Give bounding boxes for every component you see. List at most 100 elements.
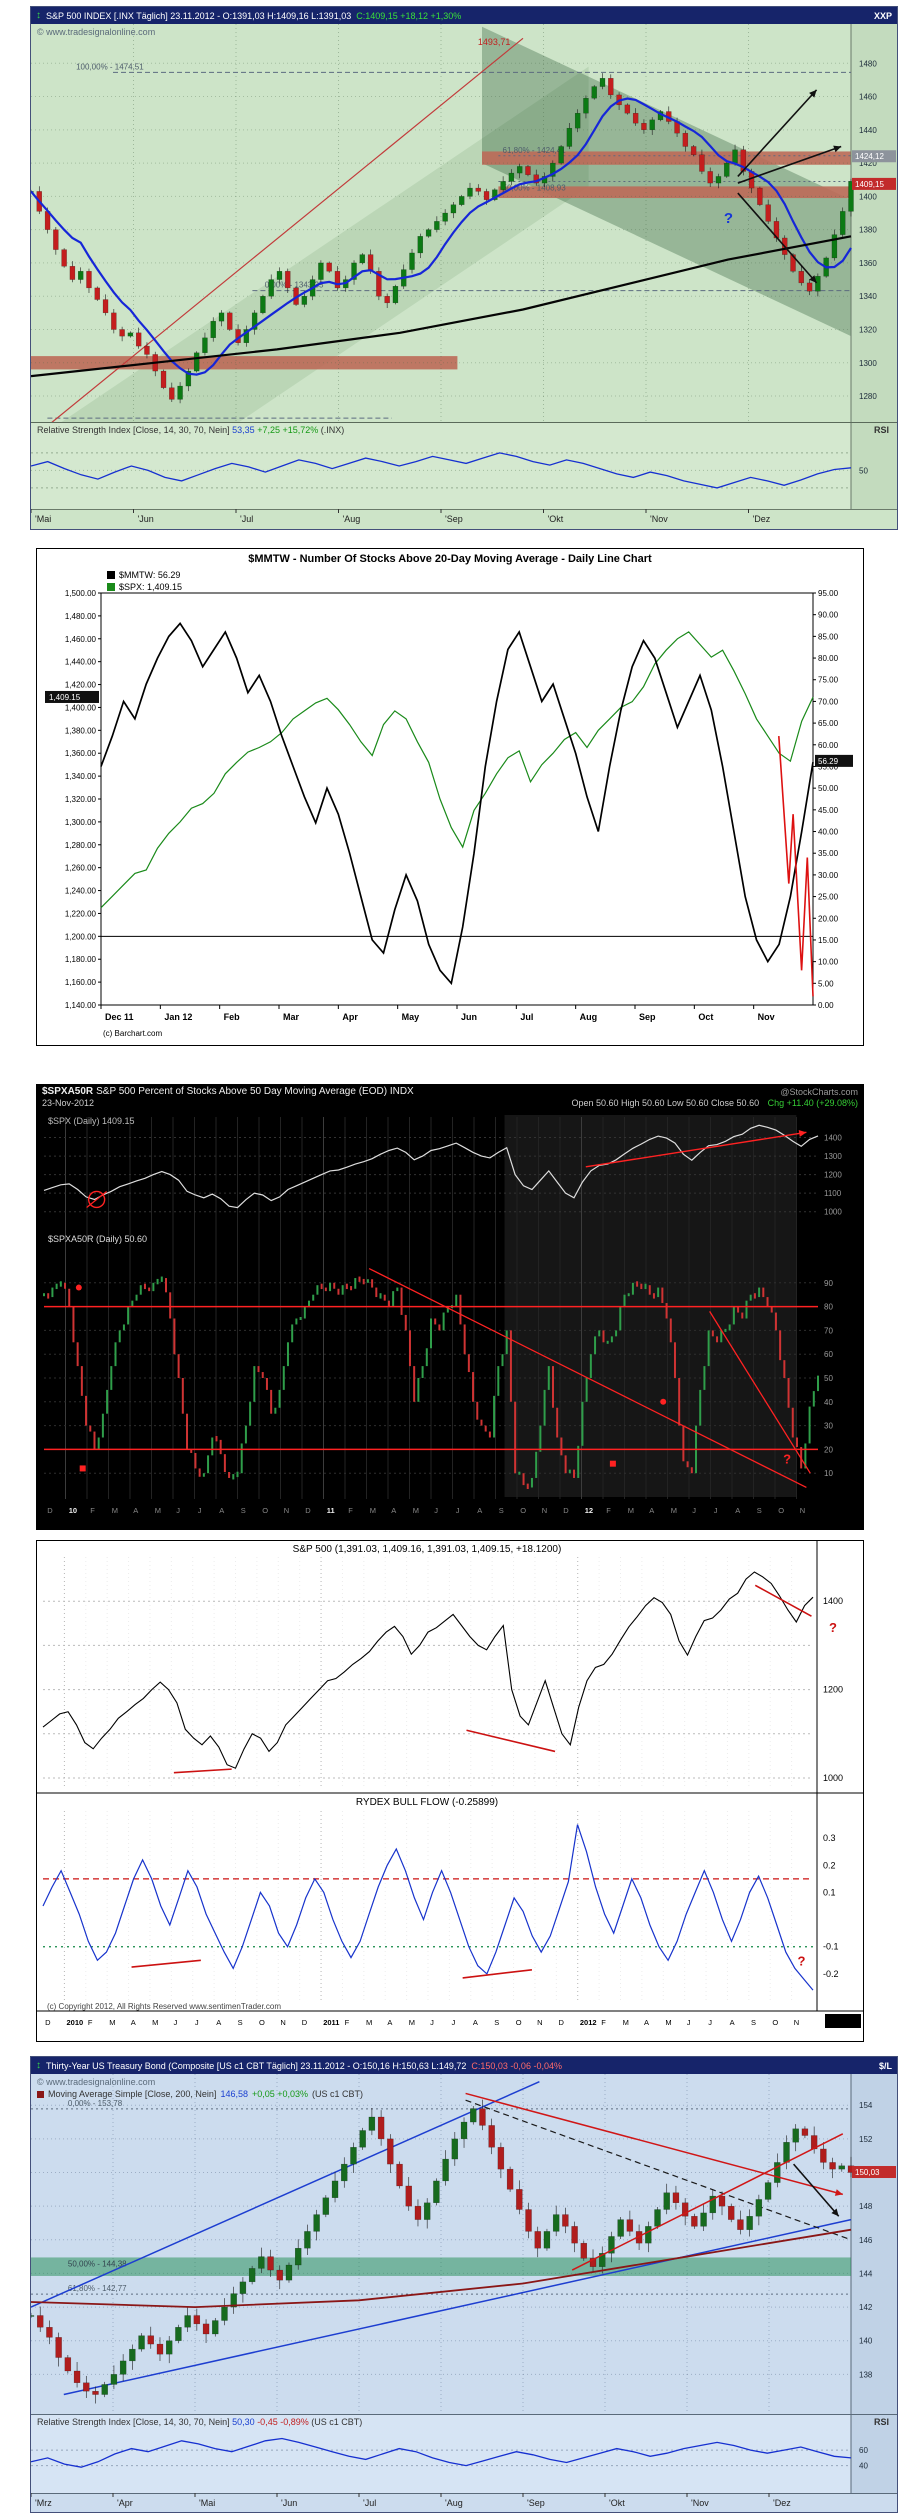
svg-text:100,00% - 1474,51: 100,00% - 1474,51 bbox=[76, 62, 144, 71]
svg-text:1,480.00: 1,480.00 bbox=[65, 612, 97, 621]
svg-text:J: J bbox=[176, 1506, 180, 1515]
svg-text:D: D bbox=[563, 1506, 569, 1515]
svg-text:'Nov: 'Nov bbox=[650, 514, 668, 524]
mmtw-chart: 1,500.00 1,480.00 1,460.00 1,440.00 1,420.00… bbox=[36, 548, 864, 1046]
mmtw-swatch bbox=[107, 571, 115, 579]
svg-text:1320: 1320 bbox=[859, 325, 877, 334]
svg-text:D: D bbox=[47, 1506, 53, 1515]
svg-text:1400: 1400 bbox=[859, 192, 877, 201]
svg-text:O: O bbox=[520, 1506, 526, 1515]
svg-text:A: A bbox=[219, 1506, 224, 1515]
svg-text:1460: 1460 bbox=[859, 93, 877, 102]
svg-text:J: J bbox=[456, 1506, 460, 1515]
svg-text:1,420.00: 1,420.00 bbox=[65, 681, 97, 690]
svg-text:25.00: 25.00 bbox=[818, 893, 839, 902]
rydex-title: RYDEX BULL FLOW (-0.25899) bbox=[355, 1797, 499, 1808]
svg-text:M: M bbox=[370, 1506, 376, 1515]
stockcharts-credit: @StockCharts.com bbox=[780, 1086, 858, 1097]
svg-text:D: D bbox=[305, 1506, 311, 1515]
svg-text:154: 154 bbox=[859, 2101, 873, 2110]
svg-text:'Okt: 'Okt bbox=[609, 2498, 625, 2508]
svg-text:Feb: Feb bbox=[224, 1012, 241, 1022]
svg-text:J: J bbox=[195, 2018, 199, 2027]
svg-text:1300: 1300 bbox=[859, 359, 877, 368]
svg-text:148: 148 bbox=[859, 2202, 873, 2211]
svg-text:M: M bbox=[409, 2018, 415, 2027]
svg-text:1424,12: 1424,12 bbox=[855, 152, 884, 161]
svg-text:S: S bbox=[241, 1506, 246, 1515]
svg-text:F: F bbox=[88, 2018, 93, 2027]
svg-text:60: 60 bbox=[824, 1350, 833, 1359]
svg-text:'Aug: 'Aug bbox=[343, 514, 361, 524]
svg-text:A: A bbox=[735, 1506, 740, 1515]
svg-text:1440: 1440 bbox=[859, 126, 877, 135]
svg-text:30.00: 30.00 bbox=[818, 871, 839, 880]
svg-text:Oct: Oct bbox=[698, 1012, 713, 1022]
svg-text:Sep: Sep bbox=[639, 1012, 656, 1022]
mmtw-legend-label: $MMTW: 56.29 bbox=[119, 570, 181, 580]
svg-text:J: J bbox=[452, 2018, 456, 2027]
updown-arrows-icon: ↕ bbox=[36, 9, 41, 21]
svg-text:56.29: 56.29 bbox=[818, 757, 839, 766]
svg-text:'Mrz: 'Mrz bbox=[35, 2498, 52, 2508]
svg-text:1200: 1200 bbox=[823, 1685, 843, 1695]
svg-text:1,380.00: 1,380.00 bbox=[65, 726, 97, 735]
svg-text:1420: 1420 bbox=[859, 159, 877, 168]
svg-text:1400: 1400 bbox=[823, 1596, 843, 1606]
svg-text:N: N bbox=[542, 1506, 547, 1515]
spxa50r-header: $SPXA50R S&P 500 Percent of Stocks Above… bbox=[36, 1084, 864, 1097]
svg-text:12: 12 bbox=[585, 1506, 593, 1515]
svg-text:?: ? bbox=[797, 1954, 805, 1969]
spx-titlebar: ↕ S&P 500 INDEX [.INX Täglich] 23.11.201… bbox=[31, 7, 897, 24]
bond-titlebar: ↕ Thirty-Year US Treasury Bond (Composit… bbox=[31, 2057, 897, 2074]
bond-scale-unit: $/L bbox=[878, 2060, 892, 2071]
svg-text:1200: 1200 bbox=[824, 1171, 842, 1180]
spx-xaxis-canvas: 'Mai 'Jun 'Jul 'Aug 'Sep 'Okt 'Nov 'Dez bbox=[31, 509, 897, 529]
svg-text:'Dez: 'Dez bbox=[773, 2498, 791, 2508]
svg-text:0.00: 0.00 bbox=[818, 1001, 834, 1010]
mmtw-canvas: 1,500.00 1,480.00 1,460.00 1,440.00 1,420.00… bbox=[45, 589, 853, 1022]
svg-text:30: 30 bbox=[824, 1422, 833, 1431]
svg-text:45.00: 45.00 bbox=[818, 806, 839, 815]
svg-text:90.00: 90.00 bbox=[818, 611, 839, 620]
svg-text:N: N bbox=[280, 2018, 285, 2027]
svg-text:1,340.00: 1,340.00 bbox=[65, 772, 97, 781]
svg-text:40.00: 40.00 bbox=[818, 828, 839, 837]
svg-text:50,00% - 144,38: 50,00% - 144,38 bbox=[68, 2259, 127, 2268]
svg-text:1,400.00: 1,400.00 bbox=[65, 703, 97, 712]
svg-text:A: A bbox=[391, 1506, 396, 1515]
mmtw-legend: $MMTW: 56.29 $SPX: 1,409.15 bbox=[107, 569, 182, 593]
svg-text:M: M bbox=[152, 2018, 158, 2027]
svg-text:1400: 1400 bbox=[824, 1134, 842, 1143]
svg-text:A: A bbox=[387, 2018, 392, 2027]
svg-text:A: A bbox=[644, 2018, 649, 2027]
svg-text:85.00: 85.00 bbox=[818, 632, 839, 641]
svg-text:M: M bbox=[665, 2018, 671, 2027]
svg-text:61,80% - 1424,41: 61,80% - 1424,41 bbox=[503, 146, 567, 155]
svg-text:1409,15: 1409,15 bbox=[855, 180, 884, 189]
svg-text:?: ? bbox=[724, 210, 733, 227]
updown-arrows-icon: ↕ bbox=[36, 2059, 41, 2071]
svg-text:2010: 2010 bbox=[67, 2018, 84, 2027]
svg-text:J: J bbox=[708, 2018, 712, 2027]
svg-text:A: A bbox=[477, 1506, 482, 1515]
svg-text:60: 60 bbox=[859, 2446, 868, 2455]
spx-swatch bbox=[107, 583, 115, 591]
svg-text:15.00: 15.00 bbox=[818, 936, 839, 945]
svg-text:1,460.00: 1,460.00 bbox=[65, 635, 97, 644]
svg-text:1000: 1000 bbox=[824, 1208, 842, 1217]
svg-text:D: D bbox=[302, 2018, 308, 2027]
svg-text:5.00: 5.00 bbox=[818, 979, 834, 988]
svg-text:55.00: 55.00 bbox=[818, 762, 839, 771]
svg-text:J: J bbox=[173, 2018, 177, 2027]
spxa50r-symbol: $SPXA50R bbox=[42, 1086, 94, 1097]
svg-text:'Jun: 'Jun bbox=[281, 2498, 297, 2508]
svg-text:J: J bbox=[430, 2018, 434, 2027]
svg-text:A: A bbox=[133, 1506, 138, 1515]
svg-text:1,360.00: 1,360.00 bbox=[65, 749, 97, 758]
svg-text:144: 144 bbox=[859, 2269, 873, 2278]
svg-text:May: May bbox=[402, 1012, 420, 1022]
svg-text:152: 152 bbox=[859, 2135, 873, 2144]
svg-text:0.2: 0.2 bbox=[823, 1860, 836, 1870]
svg-text:1,440.00: 1,440.00 bbox=[65, 658, 97, 667]
